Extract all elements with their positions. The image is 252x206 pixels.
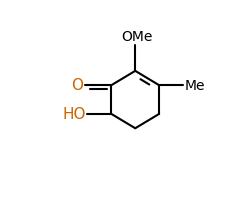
Text: Me: Me [184,79,204,93]
Text: HO: HO [62,107,85,122]
Text: O: O [71,77,83,92]
Text: OMe: OMe [121,30,152,44]
